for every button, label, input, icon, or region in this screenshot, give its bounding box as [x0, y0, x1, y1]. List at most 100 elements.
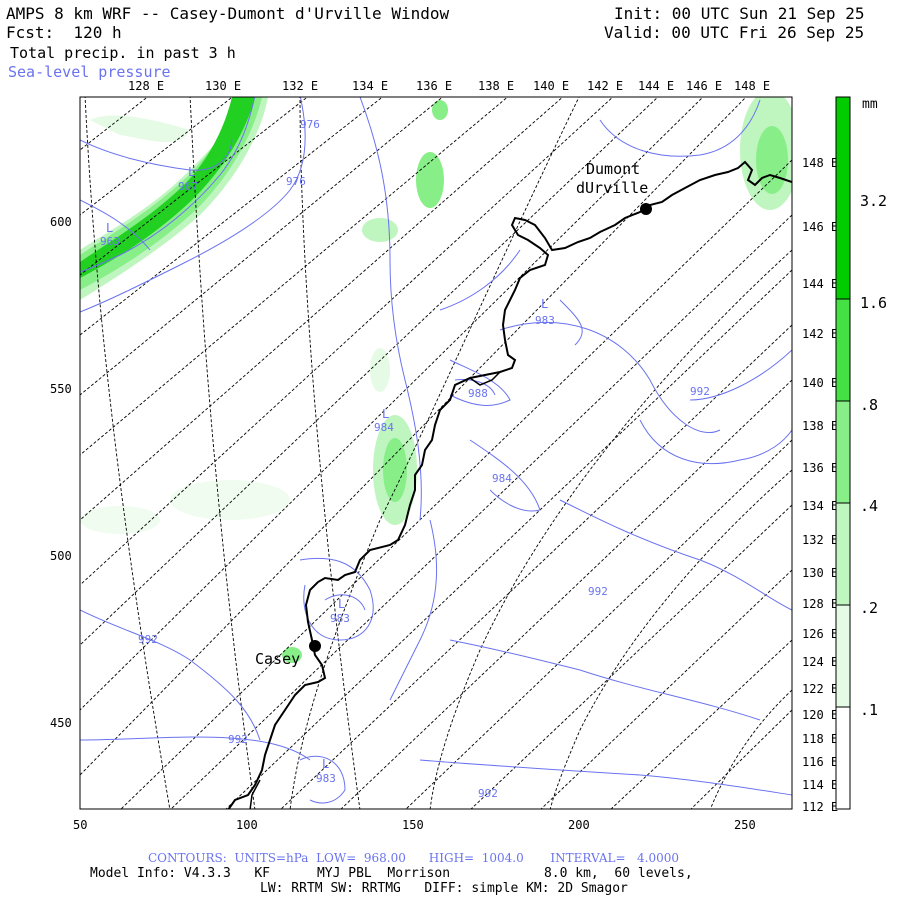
y-axis-ticks: 600 550 500 450: [50, 215, 72, 730]
colorbar-label: .1: [860, 701, 878, 719]
lon-label: 136 E: [416, 79, 452, 93]
pressure-label: 983: [535, 314, 555, 327]
forecast-hour: Fcst: 120 h: [6, 23, 122, 42]
colorbar-label: .4: [860, 497, 878, 515]
lon-label: 132 E: [802, 533, 838, 547]
pressure-label: 992: [478, 787, 498, 800]
pressure-contours: [80, 97, 792, 804]
x-axis-ticks: 50 100 150 200 250: [73, 818, 756, 832]
lon-label: 140 E: [533, 79, 569, 93]
lon-label: 142 E: [802, 327, 838, 341]
lon-label: 136 E: [802, 461, 838, 475]
colorbar-swatch: [836, 503, 850, 605]
lon-label: 138 E: [478, 79, 514, 93]
pressure-label: 988: [468, 387, 488, 400]
low-marker: L: [541, 297, 548, 311]
lon-label: 112 E: [802, 800, 838, 814]
colorbar-swatch: [836, 299, 850, 401]
lon-label: 130 E: [205, 79, 241, 93]
pressure-label: 963: [100, 235, 120, 248]
pressure-label: 992: [138, 633, 158, 646]
casey-label: Casey: [255, 650, 300, 668]
x-tick-label: 250: [734, 818, 756, 832]
lon-label: 134 E: [352, 79, 388, 93]
init-time: Init: 00 UTC Sun 21 Sep 25: [614, 4, 865, 23]
right-lon-labels: 148 E 146 E 144 E 142 E 140 E 138 E 136 …: [802, 156, 838, 814]
y-tick-label: 550: [50, 382, 72, 396]
y-tick-label: 450: [50, 716, 72, 730]
pressure-label: 992: [588, 585, 608, 598]
x-tick-label: 100: [236, 818, 258, 832]
colorbar-label: 3.2: [860, 192, 887, 210]
colorbar: mm 3.2 1.6 .8 .4 .2 .1: [835, 96, 887, 810]
pressure-label: 976: [286, 175, 306, 188]
colorbar-label: .8: [860, 396, 878, 414]
top-lon-labels: 128 E 130 E 132 E 134 E 136 E 138 E 140 …: [128, 79, 770, 93]
low-marker: L: [382, 407, 389, 421]
lon-label: 128 E: [128, 79, 164, 93]
pressure-label: 983: [316, 772, 336, 785]
dumont-label-line1: Dumont: [586, 160, 640, 178]
low-marker: L: [338, 597, 345, 611]
lon-label: 140 E: [802, 376, 838, 390]
lon-label: 120 E: [802, 708, 838, 722]
colorbar-swatch: [836, 707, 850, 809]
colorbar-label: 1.6: [860, 294, 887, 312]
model-info-line1: Model Info: V4.3.3 KF MYJ PBL Morrison 8…: [90, 866, 693, 881]
pressure-label: 984: [374, 421, 394, 434]
field-name: Total precip. in past 3 h: [10, 44, 236, 62]
lon-label: 142 E: [587, 79, 623, 93]
pressure-label: 984: [492, 472, 512, 485]
pressure-label: 992: [228, 733, 248, 746]
pressure-label: 992: [690, 385, 710, 398]
lon-label: 134 E: [802, 499, 838, 513]
pressure-label: 976: [300, 118, 320, 131]
precip-shading: [80, 97, 792, 663]
map-title: AMPS 8 km WRF -- Casey-Dumont d'Urville …: [6, 4, 450, 23]
coastline: [227, 160, 792, 809]
model-info-line2: LW: RRTM SW: RRTMG DIFF: simple KM: 2D S…: [260, 881, 628, 896]
y-tick-label: 500: [50, 549, 72, 563]
lon-label: 116 E: [802, 755, 838, 769]
lon-label: 146 E: [802, 220, 838, 234]
low-marker: L: [188, 165, 195, 179]
colorbar-swatch: [836, 401, 850, 503]
lon-label: 130 E: [802, 566, 838, 580]
lon-label: 144 E: [802, 277, 838, 291]
colorbar-unit: mm: [862, 97, 878, 112]
x-tick-label: 50: [73, 818, 87, 832]
lon-label: 122 E: [802, 682, 838, 696]
lon-label: 148 E: [802, 156, 838, 170]
colorbar-swatch: [836, 605, 850, 707]
lon-label: 128 E: [802, 597, 838, 611]
x-tick-label: 150: [402, 818, 424, 832]
lon-label: 146 E: [686, 79, 722, 93]
map-plot-area: 976 976 967 963 983 988 984 984 992 983 …: [80, 97, 792, 809]
pressure-label: 983: [330, 612, 350, 625]
lon-label: 126 E: [802, 627, 838, 641]
lon-label: 148 E: [734, 79, 770, 93]
lon-label: 124 E: [802, 655, 838, 669]
dumont-label-line2: dUrville: [576, 179, 648, 197]
lon-label: 144 E: [638, 79, 674, 93]
colorbar-swatch: [836, 97, 850, 299]
overlay-name: Sea-level pressure: [8, 63, 171, 81]
lon-label: 114 E: [802, 778, 838, 792]
graticule-parallels: [84, 97, 792, 809]
pressure-labels: 976 976 967 963 983 988 984 984 992 983 …: [100, 118, 710, 800]
lon-label: 118 E: [802, 732, 838, 746]
map-frame: [79, 96, 793, 810]
low-marker: L: [322, 757, 329, 771]
pressure-label: 967: [178, 180, 198, 193]
casey-station-marker: [309, 640, 321, 652]
colorbar-label: .2: [860, 599, 878, 617]
low-marker: L: [106, 221, 113, 235]
low-markers: L L L L L L: [106, 165, 548, 771]
x-tick-label: 200: [568, 818, 590, 832]
lon-label: 132 E: [282, 79, 318, 93]
contours-info: CONTOURS: UNITS=hPa LOW= 968.00 HIGH= 10…: [148, 851, 679, 865]
lon-label: 138 E: [802, 419, 838, 433]
y-tick-label: 600: [50, 215, 72, 229]
valid-time: Valid: 00 UTC Fri 26 Sep 25: [604, 23, 865, 42]
dumont-station-marker: [640, 203, 652, 215]
